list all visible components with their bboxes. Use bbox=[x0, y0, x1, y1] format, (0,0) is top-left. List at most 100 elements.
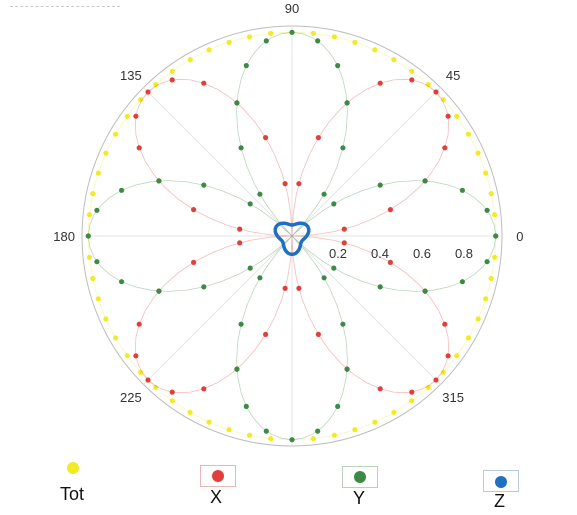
point-x-25 bbox=[136, 321, 142, 327]
point-y-24 bbox=[119, 279, 125, 285]
spoke-1 bbox=[291, 87, 441, 237]
point-y-15 bbox=[238, 145, 244, 151]
point-x-4 bbox=[445, 113, 451, 119]
point-tot-33 bbox=[95, 296, 101, 302]
point-tot-49 bbox=[372, 419, 378, 425]
series-layer bbox=[85, 29, 499, 443]
angle-label-45: 45 bbox=[446, 68, 460, 83]
point-tot-27 bbox=[95, 170, 101, 176]
r-label-0.2: 0.2 bbox=[329, 246, 347, 261]
point-y-19 bbox=[156, 178, 162, 184]
point-y-42 bbox=[459, 279, 465, 285]
spoke-7 bbox=[291, 235, 441, 385]
point-x-9 bbox=[315, 135, 321, 141]
point-y-2 bbox=[459, 187, 465, 193]
point-tot-6 bbox=[454, 113, 460, 119]
point-tot-57 bbox=[483, 296, 489, 302]
series-z-ring bbox=[273, 221, 311, 257]
point-tot-41 bbox=[206, 419, 212, 425]
point-tot-37 bbox=[138, 369, 144, 375]
point-tot-42 bbox=[226, 427, 232, 433]
point-x-22 bbox=[237, 240, 243, 246]
point-y-3 bbox=[422, 178, 428, 184]
point-tot-1 bbox=[492, 212, 498, 218]
point-y-11 bbox=[289, 29, 295, 35]
point-y-17 bbox=[247, 201, 253, 207]
point-tot-16 bbox=[268, 30, 274, 36]
point-y-29 bbox=[238, 321, 244, 327]
legend-box-x bbox=[200, 465, 236, 487]
point-y-35 bbox=[335, 403, 341, 409]
point-tot-19 bbox=[206, 47, 212, 53]
point-y-4 bbox=[377, 182, 383, 188]
point-x-20 bbox=[191, 207, 197, 213]
point-tot-38 bbox=[153, 384, 159, 390]
point-tot-31 bbox=[86, 254, 92, 260]
point-y-30 bbox=[234, 366, 240, 372]
point-tot-26 bbox=[103, 150, 109, 156]
point-x-15 bbox=[169, 77, 175, 83]
point-x-11 bbox=[282, 181, 288, 187]
r-label-0.8: 0.8 bbox=[455, 246, 473, 261]
point-x-28 bbox=[169, 389, 175, 395]
point-x-0 bbox=[341, 226, 347, 232]
point-y-14 bbox=[234, 100, 240, 106]
point-x-16 bbox=[145, 89, 151, 95]
point-tot-54 bbox=[454, 353, 460, 359]
point-tot-17 bbox=[247, 34, 253, 40]
point-tot-8 bbox=[425, 82, 431, 88]
point-x-38 bbox=[433, 377, 439, 383]
point-tot-23 bbox=[138, 97, 144, 103]
point-x-17 bbox=[133, 113, 139, 119]
point-tot-35 bbox=[113, 335, 119, 341]
legend-label-tot: Tot bbox=[60, 484, 85, 504]
r-label-0.6: 0.6 bbox=[413, 246, 431, 261]
point-y-23 bbox=[94, 259, 100, 265]
point-x-14 bbox=[201, 80, 207, 86]
point-tot-20 bbox=[187, 57, 193, 63]
spoke-3 bbox=[143, 87, 293, 237]
legend-label-x: X bbox=[210, 487, 223, 507]
point-tot-24 bbox=[124, 113, 130, 119]
point-tot-29 bbox=[86, 212, 92, 218]
angle-label-135: 135 bbox=[120, 68, 142, 83]
point-y-13 bbox=[243, 63, 249, 69]
point-x-26 bbox=[133, 353, 139, 359]
scan-artifact-line bbox=[10, 6, 120, 7]
point-tot-9 bbox=[409, 68, 415, 74]
point-tot-51 bbox=[409, 398, 415, 404]
point-tot-12 bbox=[352, 39, 358, 45]
point-tot-52 bbox=[425, 384, 431, 390]
point-y-10 bbox=[315, 38, 321, 44]
point-x-36 bbox=[377, 386, 383, 392]
point-x-29 bbox=[201, 386, 207, 392]
point-x-43 bbox=[341, 240, 347, 246]
point-x-5 bbox=[433, 89, 439, 95]
polar-grid bbox=[81, 25, 503, 447]
tick-labels: 0 45 90 135 180 225 270 315 0.2 0.4 0.6 0.8 bbox=[53, 1, 523, 460]
point-x-32 bbox=[282, 285, 288, 291]
point-x-33 bbox=[296, 285, 302, 291]
point-y-25 bbox=[156, 288, 162, 294]
point-y-41 bbox=[422, 288, 428, 294]
legend-swatch-y bbox=[354, 471, 366, 483]
point-tot-28 bbox=[90, 191, 96, 197]
point-tot-58 bbox=[488, 275, 494, 281]
point-y-38 bbox=[321, 275, 327, 281]
point-y-8 bbox=[344, 100, 350, 106]
point-y-21 bbox=[94, 207, 100, 213]
point-y-5 bbox=[331, 201, 337, 207]
angle-label-0: 0 bbox=[516, 229, 523, 244]
angle-label-315: 315 bbox=[442, 390, 464, 405]
point-tot-10 bbox=[391, 57, 397, 63]
point-x-10 bbox=[296, 181, 302, 187]
point-tot-59 bbox=[492, 254, 498, 260]
spoke-5 bbox=[143, 235, 293, 385]
point-tot-36 bbox=[124, 353, 130, 359]
point-x-7 bbox=[377, 80, 383, 86]
point-tot-18 bbox=[226, 39, 232, 45]
point-tot-5 bbox=[465, 131, 471, 137]
point-y-7 bbox=[340, 145, 346, 151]
point-y-28 bbox=[257, 275, 263, 281]
point-x-37 bbox=[409, 389, 415, 395]
